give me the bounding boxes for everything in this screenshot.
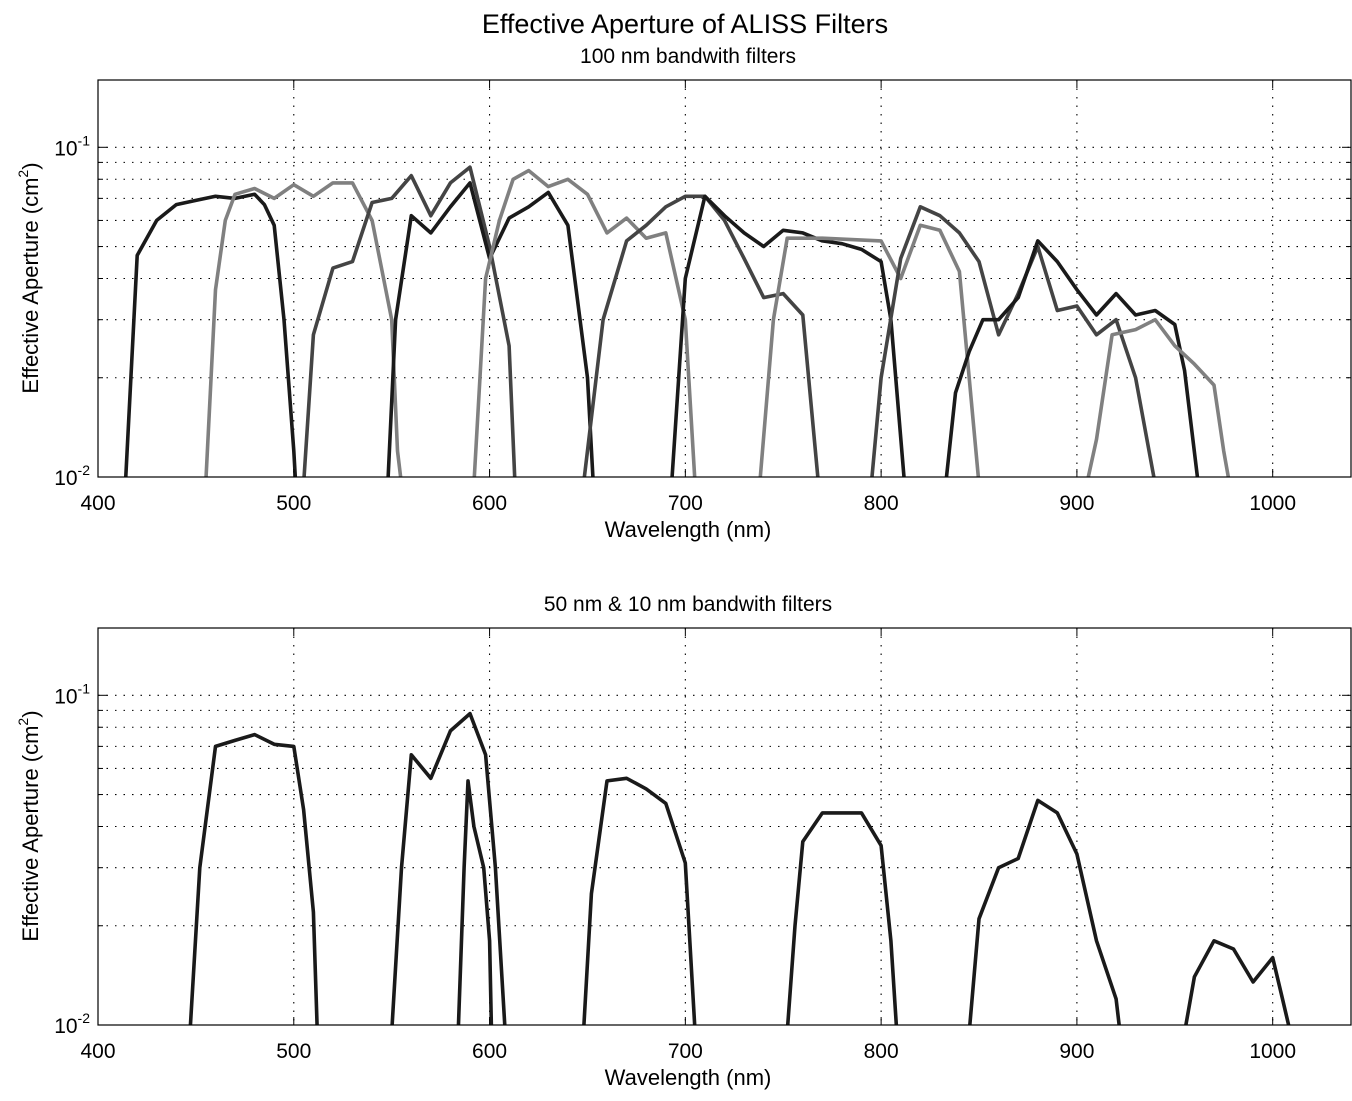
series-line (582, 194, 820, 477)
y-tick-base: 10 (54, 685, 77, 708)
series-line (188, 732, 319, 1025)
series-line (204, 181, 403, 477)
series-line (785, 811, 899, 1025)
y-tick-base: 10 (54, 1015, 77, 1038)
y-tick-label: 10-1 (54, 132, 90, 160)
y-tick-label: 10-2 (54, 462, 90, 490)
series-line (1184, 939, 1291, 1025)
x-tick-label: 1000 (1249, 492, 1296, 515)
x-tick-label: 900 (1059, 492, 1094, 515)
y-tick-label: 10-1 (54, 680, 90, 708)
series-line (456, 779, 494, 1025)
y-axis-label: Effective Aperture (cm2) (15, 710, 43, 941)
series-line (123, 192, 298, 477)
y-tick-base: 10 (54, 467, 77, 490)
x-axis-label: Wavelength (nm) (605, 517, 772, 542)
x-tick-label: 700 (668, 492, 703, 515)
series-line (386, 181, 595, 477)
series-line (1086, 317, 1231, 477)
series-line (582, 776, 697, 1025)
y-tick-label: 10-2 (54, 1010, 90, 1038)
y-axis-label-close: ) (18, 162, 43, 169)
x-tick-label: 800 (864, 492, 899, 515)
chart-panel-top: 100 nm bandwith filters 400 500 600 700 800 9… (15, 45, 1352, 542)
series-layer (188, 711, 1291, 1025)
series-line (870, 205, 1156, 477)
grid (98, 80, 1351, 477)
y-tick-exponent: -1 (78, 680, 91, 696)
series-line (758, 223, 981, 477)
y-axis-label-main: Effective Aperture (cm (18, 726, 43, 942)
x-axis-label: Wavelength (nm) (605, 1065, 772, 1090)
y-tick-base: 10 (54, 137, 77, 160)
y-axis-label-sup: 2 (15, 170, 31, 178)
series-line (390, 711, 507, 1025)
x-tick-label: 400 (80, 1040, 115, 1063)
x-tick-label: 600 (472, 1040, 507, 1063)
x-tick-label: 1000 (1249, 1040, 1296, 1063)
y-tick-exponent: -2 (78, 462, 91, 478)
y-tick-exponent: -1 (78, 132, 91, 148)
x-tick-label: 500 (276, 492, 311, 515)
series-line (670, 194, 906, 477)
x-tick-label: 600 (472, 492, 507, 515)
series-line (472, 168, 697, 477)
chart-panel-bottom: 50 nm & 10 nm bandwith filters 400 500 600… (15, 593, 1352, 1090)
panel-title: 100 nm bandwith filters (580, 45, 796, 68)
grid (98, 628, 1351, 1025)
y-tick-exponent: -2 (78, 1010, 91, 1026)
x-tick-label: 500 (276, 1040, 311, 1063)
series-layer (123, 165, 1231, 477)
series-line (302, 165, 517, 477)
x-tick-label: 800 (864, 1040, 899, 1063)
x-tick-label: 900 (1059, 1040, 1094, 1063)
series-line (944, 239, 1200, 477)
x-tick-label: 400 (80, 492, 115, 515)
y-axis-label-main: Effective Aperture (cm (18, 178, 43, 394)
y-axis-label: Effective Aperture (cm2) (15, 162, 43, 393)
series-line (968, 798, 1121, 1025)
figure-title: Effective Aperture of ALISS Filters (482, 9, 888, 39)
panel-title: 50 nm & 10 nm bandwith filters (544, 593, 832, 616)
x-tick-label: 700 (668, 1040, 703, 1063)
y-axis-label-sup: 2 (15, 718, 31, 726)
y-axis-label-close: ) (18, 710, 43, 717)
